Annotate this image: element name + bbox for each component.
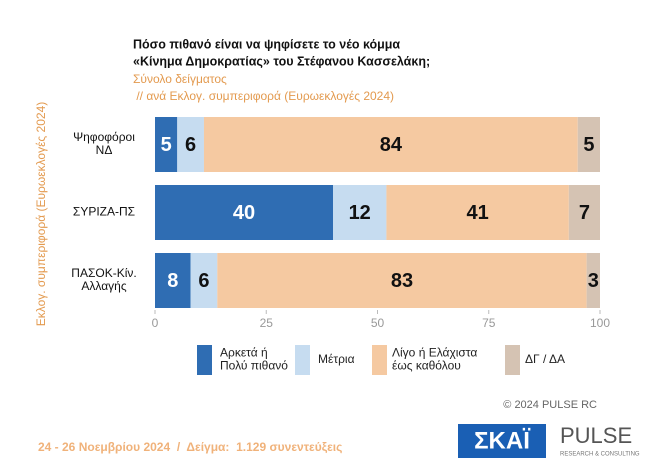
logo-pulse: PULSE <box>560 423 632 448</box>
value-label: 7 <box>579 202 590 224</box>
footer: 24 - 26 Νοεμβρίου 2024 / Δείγμα: 1.129 σ… <box>38 440 342 454</box>
value-label: 3 <box>588 270 599 292</box>
legend-label: ΔΓ / ΔΑ <box>525 352 565 366</box>
legend-swatch <box>505 345 520 375</box>
x-tick-label: 100 <box>590 316 610 330</box>
value-label: 41 <box>467 202 489 224</box>
bar-segment <box>203 117 578 172</box>
bar-segment <box>217 253 587 308</box>
bar-segment <box>177 117 204 172</box>
chart-title: «Κίνημα Δημοκρατίας» του Στέφανου Κασσελ… <box>133 54 430 68</box>
y-axis-label: Εκλογ. συμπεριφορά (Ευρωεκλογές 2024) <box>34 102 48 326</box>
legend-swatch <box>372 345 387 375</box>
logo-pulse-sub: RESEARCH & CONSULTING <box>560 452 640 458</box>
logo-box <box>458 424 546 458</box>
bar-segment <box>155 185 333 240</box>
bar-segment <box>586 253 600 308</box>
bar-segment <box>155 253 191 308</box>
x-tick-label: 75 <box>482 316 496 330</box>
x-tick-label: 50 <box>371 316 385 330</box>
value-label: 83 <box>391 270 413 292</box>
category-label: Ψηφοφόροι ΝΔ <box>73 130 135 157</box>
bar-segment <box>386 185 569 240</box>
value-label: 84 <box>380 134 403 156</box>
value-label: 5 <box>161 134 172 156</box>
value-label: 8 <box>167 270 178 292</box>
legend-label: Μέτρια <box>318 352 355 366</box>
copyright: © 2024 PULSE RC <box>503 399 597 411</box>
value-label: 6 <box>198 270 209 292</box>
category-label: ΠΑΣΟΚ-Κίν. Αλλαγής <box>71 266 136 293</box>
legend-label: Λίγο ή Ελάχιστα έως καθόλου <box>392 346 477 373</box>
category-label: ΣΥΡΙΖΑ-ΠΣ <box>73 205 135 219</box>
bar-segment <box>577 117 600 172</box>
value-label: 5 <box>583 134 594 156</box>
bar-segment <box>333 185 387 240</box>
logo-skai: ΣΚΑΪ <box>474 427 531 454</box>
bar-segment <box>155 117 178 172</box>
bar-segment <box>568 185 600 240</box>
x-tick-label: 25 <box>260 316 274 330</box>
chart-subtitle: Σύνολο δείγματος <box>133 72 227 86</box>
value-label: 12 <box>349 202 371 224</box>
chart-subtitle: // ανά Εκλογ. συμπεριφορά (Ευρωεκλογές 2… <box>133 89 394 103</box>
legend-swatch <box>295 345 310 375</box>
x-tick-label: 0 <box>152 316 159 330</box>
chart-title: Πόσο πιθανό είναι να ψηφίσετε το νέο κόμ… <box>133 37 400 51</box>
legend-swatch <box>197 345 212 375</box>
bar-segment <box>190 253 218 308</box>
legend-label: Αρκετά ή Πολύ πιθανό <box>220 346 288 373</box>
value-label: 6 <box>185 134 196 156</box>
value-label: 40 <box>233 202 255 224</box>
